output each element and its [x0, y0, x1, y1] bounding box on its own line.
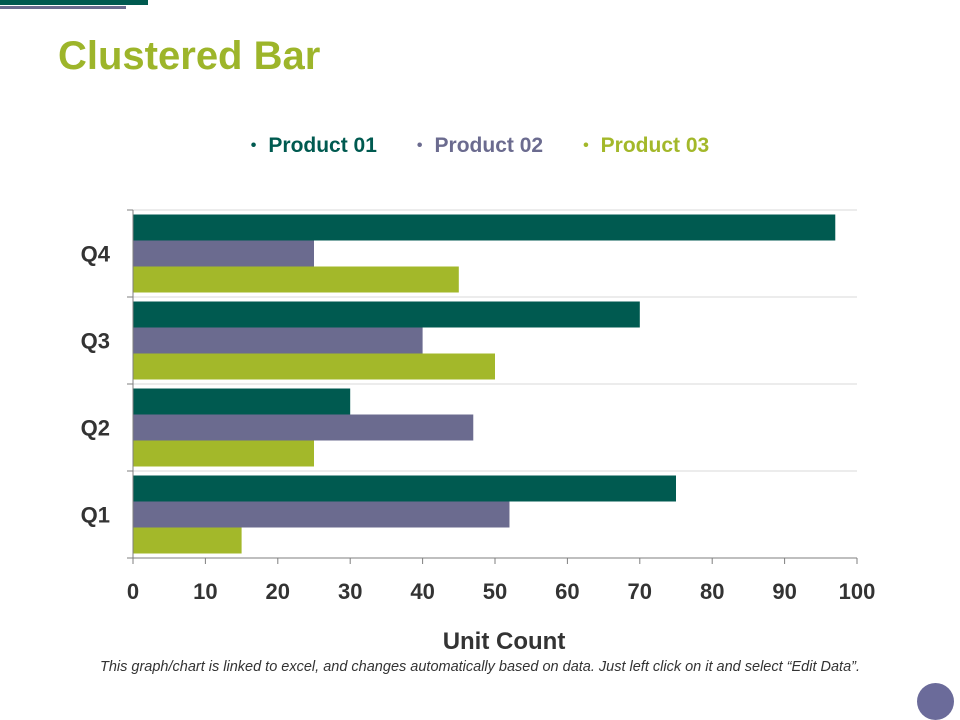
legend-bullet-icon: • — [416, 137, 423, 154]
bar-product-02-q3 — [133, 327, 423, 354]
legend-label: Product 03 — [600, 134, 710, 157]
bar-product-01-q3 — [133, 301, 640, 328]
bar-product-01-q2 — [133, 388, 351, 415]
x-tick-label: 80 — [700, 579, 724, 604]
bar-product-02-q2 — [133, 414, 474, 441]
bar-product-02-q4 — [133, 240, 314, 267]
decorative-top-bar-dark — [0, 0, 148, 5]
legend-item-product-02: • Product 02 — [417, 134, 543, 158]
y-tick-label: Q4 — [81, 242, 111, 267]
legend-label: Product 02 — [434, 134, 544, 157]
x-tick-label: 10 — [193, 579, 217, 604]
page-title: Clustered Bar — [58, 34, 321, 78]
bar-product-03-q2 — [133, 440, 314, 467]
x-tick-label: 20 — [266, 579, 290, 604]
bar-product-01-q4 — [133, 214, 836, 241]
bar-product-03-q4 — [133, 266, 459, 293]
footnote: This graph/chart is linked to excel, and… — [99, 659, 861, 675]
bar-product-01-q1 — [133, 475, 676, 502]
bar-product-03-q1 — [133, 527, 242, 554]
legend-bullet-icon: • — [583, 137, 589, 154]
legend-item-product-03: • Product 03 — [583, 134, 709, 158]
decorative-top-bar-gray — [0, 6, 126, 9]
bar-product-03-q3 — [133, 353, 495, 380]
bar-product-02-q1 — [133, 501, 510, 528]
x-tick-label: 60 — [555, 579, 579, 604]
x-tick-label: 0 — [127, 579, 139, 604]
x-tick-label: 70 — [628, 579, 652, 604]
legend-item-product-01: • Product 01 — [251, 134, 377, 158]
y-tick-label: Q1 — [81, 503, 110, 528]
legend-bullet-icon: • — [250, 137, 257, 154]
y-tick-label: Q3 — [81, 329, 110, 354]
x-tick-label: 100 — [839, 579, 876, 604]
y-tick-label: Q2 — [81, 416, 110, 441]
slide-nav-circle-button[interactable] — [917, 683, 954, 720]
chart-legend: • Product 01 • Product 02 • Product 03 — [0, 134, 960, 158]
x-tick-label: 30 — [338, 579, 362, 604]
x-tick-label: 50 — [483, 579, 507, 604]
x-tick-label: 90 — [772, 579, 796, 604]
legend-label: Product 01 — [268, 134, 377, 157]
x-axis-title: Unit Count — [443, 628, 566, 655]
x-tick-label: 40 — [410, 579, 434, 604]
